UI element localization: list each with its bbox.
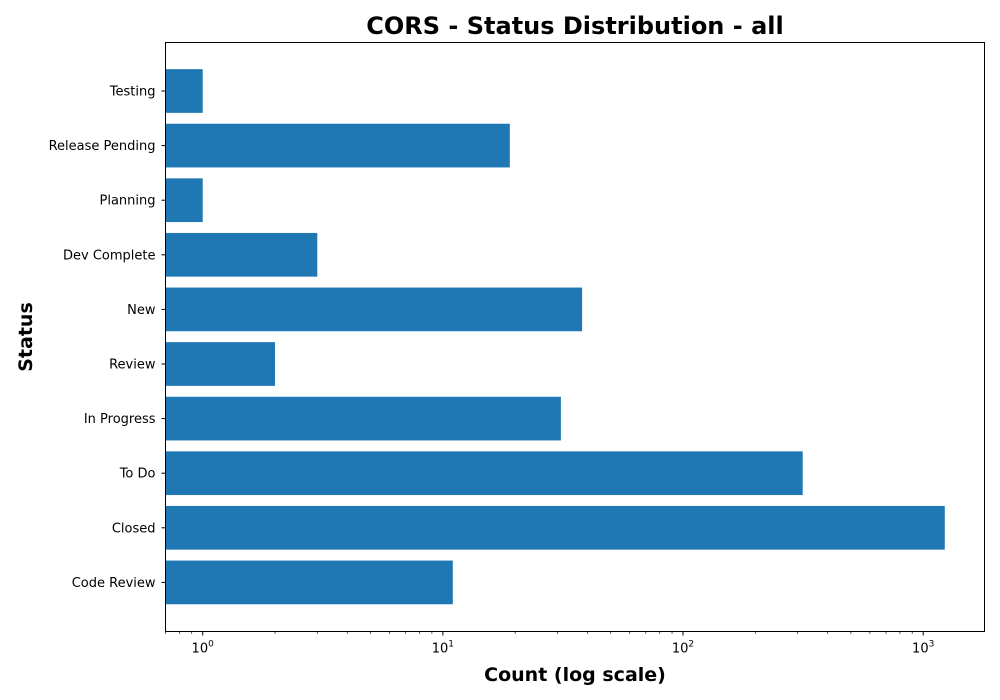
x-axis-ticks: 100 101 102 103 (165, 631, 934, 657)
y-tick-label-closed: Closed (112, 521, 156, 536)
bar-to-do (165, 451, 803, 496)
bar-closed (165, 505, 945, 550)
y-tick-label-dev-complete: Dev Complete (63, 248, 156, 263)
x-tick-label: 100 (192, 640, 215, 657)
chart-title: CORS - Status Distribution - all (366, 12, 783, 40)
x-tick-label: 101 (432, 640, 454, 657)
bar-in-progress (165, 396, 561, 441)
y-tick-label-review: Review (109, 358, 156, 373)
y-tick-label-to-do: To Do (119, 467, 156, 482)
bar-release-pending (165, 123, 510, 168)
bar-testing (165, 69, 203, 113)
bar-dev-complete (165, 232, 318, 277)
y-axis-ticks: Code Review Closed To Do In Progress Review N… (49, 85, 166, 591)
y-tick-label-testing: Testing (109, 85, 156, 100)
bar-planning (165, 178, 203, 223)
x-axis-label: Count (log scale) (484, 664, 666, 686)
y-axis-label: Status (15, 302, 37, 372)
bar-code-review (165, 560, 453, 605)
y-tick-label-new: New (127, 303, 156, 318)
x-tick-label: 103 (912, 640, 934, 657)
x-tick-label: 102 (672, 640, 694, 657)
y-tick-label-in-progress: In Progress (84, 412, 156, 427)
bar-new (165, 287, 583, 332)
bars-group (165, 69, 945, 605)
plot-area-frame (165, 42, 985, 632)
y-tick-label-code-review: Code Review (72, 576, 156, 591)
y-tick-label-planning: Planning (100, 194, 156, 209)
bar-review (165, 342, 275, 386)
y-tick-label-release-pending: Release Pending (49, 139, 156, 154)
